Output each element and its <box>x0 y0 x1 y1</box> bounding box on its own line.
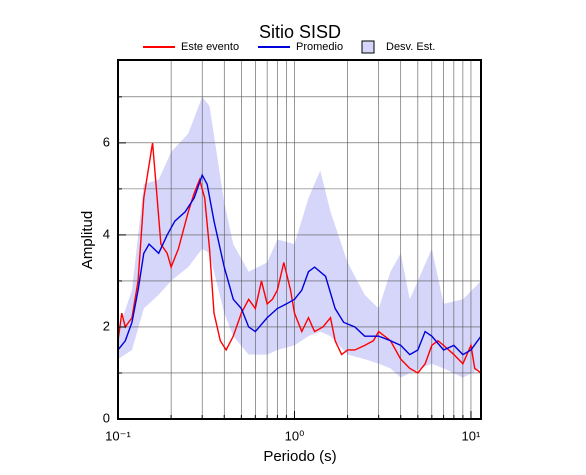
y-tick-label: 0 <box>103 410 110 425</box>
x-tick-label: 10⁰ <box>285 428 305 443</box>
std-band <box>118 96 481 378</box>
y-tick-label: 6 <box>103 134 110 149</box>
y-tick-label: 2 <box>103 318 110 333</box>
legend-swatch <box>361 40 375 54</box>
plot-frame <box>117 59 482 420</box>
y-tick-label: 4 <box>103 226 110 241</box>
x-axis-label: Periodo (s) <box>263 448 336 465</box>
legend-label: Este evento <box>181 41 239 53</box>
legend-label: Promedio <box>296 41 343 53</box>
x-tick-label: 10⁻¹ <box>105 428 131 443</box>
chart-title: Sitio SISD <box>259 22 341 42</box>
legend-label: Desv. Est. <box>386 41 435 53</box>
series-line <box>117 142 482 374</box>
x-tick-label: 10¹ <box>462 428 481 443</box>
series-line <box>117 173 482 356</box>
y-axis-label: Amplitud <box>79 211 96 269</box>
